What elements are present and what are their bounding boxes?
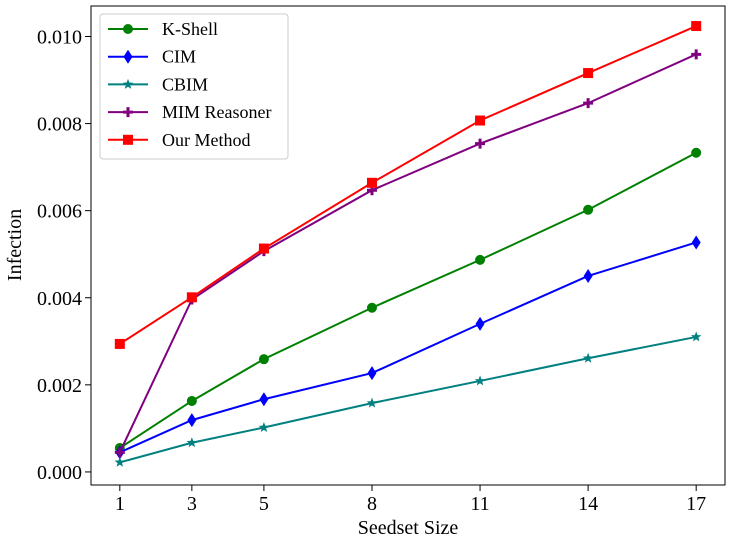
data-point-cbim: [690, 331, 702, 342]
x-tick-label: 3: [187, 493, 197, 515]
data-point-cim: [187, 413, 197, 428]
y-tick-label: 0.006: [37, 201, 82, 223]
data-point-k-shell: [366, 302, 377, 313]
data-point-k-shell: [475, 254, 486, 265]
legend-swatch-marker: [122, 78, 134, 89]
data-point-cbim: [582, 352, 594, 363]
data-point-our-method: [114, 338, 125, 349]
data-point-our-method: [258, 243, 269, 254]
data-point-k-shell: [691, 147, 702, 158]
series-cbim: [114, 331, 702, 467]
data-point-mim-reasoner: [691, 49, 702, 60]
legend-item-cim: CIM: [108, 47, 196, 67]
x-tick-label: 14: [578, 493, 598, 515]
data-point-our-method: [691, 21, 702, 32]
data-point-mim-reasoner: [114, 447, 125, 458]
legend-swatch-marker: [123, 49, 133, 64]
y-tick-label: 0.010: [37, 26, 82, 48]
data-point-our-method: [583, 68, 594, 79]
legend-label: CIM: [162, 47, 196, 67]
legend-swatch-marker: [123, 107, 133, 118]
data-point-k-shell: [186, 395, 197, 406]
data-point-our-method: [475, 115, 486, 126]
data-point-cbim: [186, 437, 198, 448]
y-axis-label: Infection: [4, 209, 26, 281]
legend-label: Our Method: [162, 130, 251, 150]
legend-label: CBIM: [162, 74, 208, 94]
x-axis-ticks: 1 3 5 8 11 14 17: [115, 485, 706, 515]
data-point-cbim: [474, 375, 486, 386]
legend-label: K-Shell: [162, 19, 218, 39]
legend-label: MIM Reasoner: [162, 102, 271, 122]
legend-item-mim-reasoner: MIM Reasoner: [108, 102, 271, 122]
x-axis-label: Seedset Size: [358, 517, 459, 539]
legend: K-Shell CIM CBIM MIM Reasoner Our Method: [99, 13, 289, 160]
data-point-cim: [259, 392, 269, 407]
y-tick-label: 0.004: [37, 288, 82, 310]
legend-swatch-marker: [123, 24, 133, 34]
legend-item-k-shell: K-Shell: [108, 19, 218, 39]
x-tick-label: 17: [686, 493, 706, 515]
x-tick-label: 5: [259, 493, 269, 515]
y-axis-ticks: 0.000 0.002 0.004 0.006 0.008 0.010: [37, 26, 91, 484]
y-tick-label: 0.002: [37, 375, 82, 397]
x-tick-label: 11: [470, 493, 489, 515]
data-point-our-method: [186, 292, 197, 303]
data-point-k-shell: [583, 204, 594, 215]
data-point-cbim: [258, 422, 270, 432]
legend-item-our-method: Our Method: [108, 130, 251, 150]
plot-frame: [90, 5, 726, 486]
data-point-k-shell: [258, 354, 269, 365]
data-point-cim: [367, 366, 377, 381]
y-tick-label: 0.008: [37, 114, 82, 136]
data-point-cim: [475, 316, 485, 331]
series-line-k-shell: [119, 151, 697, 449]
series-layer: [114, 21, 702, 467]
x-tick-label: 1: [115, 493, 125, 515]
legend-item-cbim: CBIM: [108, 74, 208, 94]
y-tick-label: 0.000: [37, 462, 82, 484]
x-tick-label: 8: [367, 493, 377, 515]
series-cim: [115, 235, 701, 460]
data-point-cim: [691, 235, 701, 250]
legend-box: [99, 13, 289, 160]
data-point-cbim: [114, 456, 126, 467]
data-point-cim: [583, 268, 593, 283]
series-k-shell: [114, 147, 702, 453]
data-point-mim-reasoner: [583, 98, 594, 109]
series-our-method: [114, 21, 702, 349]
legend-swatch-marker: [123, 134, 133, 145]
series-line-cim: [119, 241, 697, 454]
data-point-cbim: [366, 397, 378, 408]
data-point-mim-reasoner: [475, 138, 486, 149]
data-point-our-method: [366, 177, 377, 188]
